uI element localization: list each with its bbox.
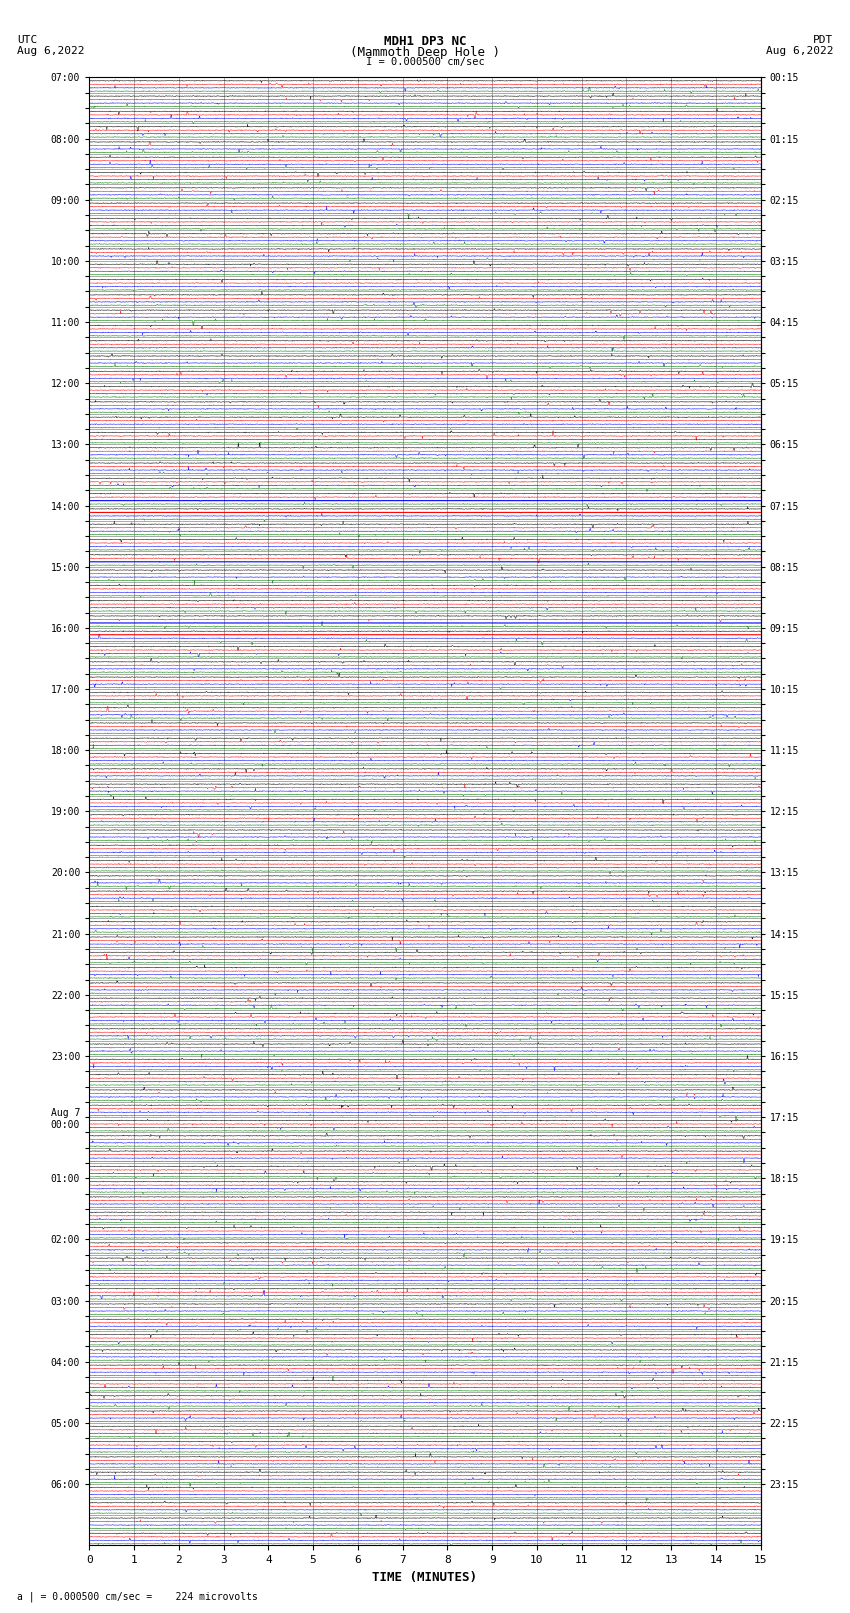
Text: I = 0.000500 cm/sec: I = 0.000500 cm/sec xyxy=(366,58,484,68)
Text: PDT: PDT xyxy=(813,35,833,45)
Text: Aug 6,2022: Aug 6,2022 xyxy=(17,45,84,56)
Text: Aug 6,2022: Aug 6,2022 xyxy=(766,45,833,56)
Text: MDH1 DP3 NC: MDH1 DP3 NC xyxy=(383,35,467,48)
X-axis label: TIME (MINUTES): TIME (MINUTES) xyxy=(372,1571,478,1584)
Text: (Mammoth Deep Hole ): (Mammoth Deep Hole ) xyxy=(350,45,500,60)
Text: UTC: UTC xyxy=(17,35,37,45)
Text: a | = 0.000500 cm/sec =    224 microvolts: a | = 0.000500 cm/sec = 224 microvolts xyxy=(17,1590,258,1602)
